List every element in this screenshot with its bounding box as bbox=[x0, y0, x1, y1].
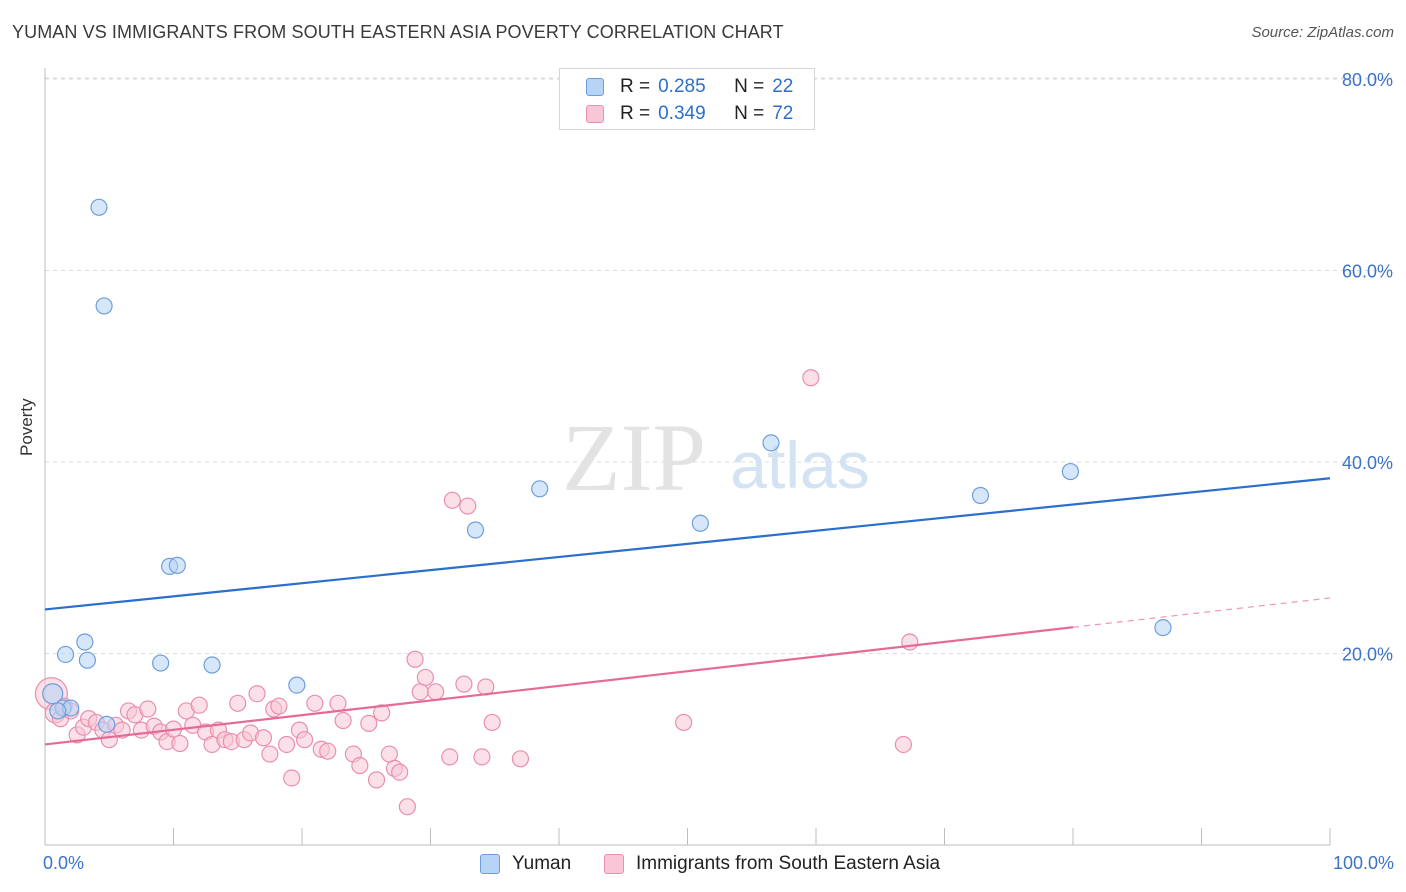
point-sea-37 bbox=[270, 697, 288, 715]
chart-source: Source: ZipAtlas.com bbox=[1251, 24, 1394, 41]
y-tick-label-20: 20.0% bbox=[1342, 645, 1393, 665]
point-sea-41 bbox=[295, 731, 314, 749]
point-sea-56 bbox=[406, 650, 424, 668]
point-sea-58 bbox=[416, 668, 434, 687]
point-yuman-14 bbox=[466, 521, 485, 539]
legend-r-value: 0.285 bbox=[658, 76, 706, 97]
legend-n-label: N = bbox=[734, 103, 765, 124]
legend-r-label: R = bbox=[620, 103, 651, 124]
y-tick-label-80: 80.0% bbox=[1342, 70, 1393, 90]
legend-n-value: 22 bbox=[772, 76, 794, 97]
point-sea-49 bbox=[360, 714, 378, 732]
point-yuman-13 bbox=[288, 676, 306, 694]
stats-legend: R = 0.285 N = 22 R = 0.349 N = 72 bbox=[559, 68, 815, 130]
y-tick-label-40: 40.0% bbox=[1342, 453, 1393, 473]
point-sea-50 bbox=[367, 771, 386, 789]
legend-n-value: 72 bbox=[772, 103, 794, 124]
point-yuman-4 bbox=[76, 633, 94, 651]
point-yuman-6 bbox=[90, 198, 108, 216]
point-sea-62 bbox=[455, 675, 473, 693]
point-sea-24 bbox=[190, 696, 208, 714]
tick-label-layer: 20.0% 40.0% 60.0% 80.0% 0.0% 100.0% bbox=[43, 70, 1394, 873]
point-sea-57 bbox=[411, 683, 429, 701]
point-yuman-17 bbox=[762, 434, 780, 452]
bottom-legend-swatch-yuman bbox=[480, 854, 500, 874]
legend-n-label: N = bbox=[734, 76, 765, 97]
point-sea-54 bbox=[391, 763, 409, 781]
y-tick-label-60: 60.0% bbox=[1342, 262, 1393, 282]
point-sea-60 bbox=[441, 748, 459, 766]
point-sea-67 bbox=[511, 750, 530, 768]
point-yuman-16 bbox=[691, 514, 709, 532]
legend-r-value: 0.349 bbox=[658, 103, 706, 124]
legend-row-sea: R = 0.349 N = 72 bbox=[586, 102, 794, 126]
point-sea-64 bbox=[473, 748, 491, 766]
point-sea-52 bbox=[380, 745, 398, 763]
watermark: ZIP atlas bbox=[562, 404, 870, 511]
point-sea-21 bbox=[171, 734, 189, 753]
point-sea-33 bbox=[248, 685, 266, 703]
point-sea-39 bbox=[283, 769, 301, 787]
point-sea-38 bbox=[277, 735, 296, 754]
point-sea-34 bbox=[254, 729, 273, 747]
axis-layer bbox=[44, 68, 1331, 846]
point-yuman-19 bbox=[1061, 462, 1080, 481]
point-sea-61 bbox=[443, 491, 461, 509]
point-sea-70 bbox=[894, 735, 912, 754]
point-sea-66 bbox=[483, 713, 501, 732]
chart-title: YUMAN VS IMMIGRANTS FROM SOUTH EASTERN A… bbox=[12, 22, 784, 42]
y-axis-label: Poverty bbox=[17, 398, 36, 456]
point-sea-46 bbox=[334, 711, 352, 730]
bottom-legend-label-yuman: Yuman bbox=[512, 853, 572, 874]
point-sea-68 bbox=[675, 713, 693, 732]
point-sea-12 bbox=[113, 721, 131, 739]
point-sea-51 bbox=[373, 704, 391, 722]
legend-swatch-sea bbox=[586, 105, 604, 123]
bottom-legend-yuman: Yuman bbox=[480, 851, 571, 877]
trend-line-sea-extension bbox=[1072, 597, 1331, 628]
point-yuman-5 bbox=[78, 651, 97, 669]
trend-line-yuman bbox=[44, 477, 1331, 611]
point-yuman-9 bbox=[152, 654, 170, 672]
legend-swatch-yuman bbox=[586, 78, 604, 96]
point-yuman-8 bbox=[98, 715, 116, 733]
point-sea-44 bbox=[319, 742, 337, 760]
point-sea-16 bbox=[139, 700, 157, 718]
bottom-legend-label-sea: Immigrants from South Eastern Asia bbox=[636, 853, 941, 874]
point-sea-59 bbox=[427, 683, 445, 701]
point-yuman-21 bbox=[49, 702, 67, 720]
legend-r-label: R = bbox=[620, 76, 651, 97]
point-yuman-12 bbox=[203, 656, 221, 674]
point-sea-48 bbox=[351, 756, 369, 775]
point-yuman-20 bbox=[1154, 619, 1172, 637]
x-tick-label-min: 0.0% bbox=[43, 853, 84, 873]
point-yuman-18 bbox=[971, 486, 990, 505]
point-sea-30 bbox=[229, 694, 247, 712]
bottom-legend-swatch-sea bbox=[604, 854, 624, 874]
trend-line-sea bbox=[44, 626, 1074, 746]
point-yuman-2 bbox=[56, 645, 75, 664]
x-tick-label-max: 100.0% bbox=[1333, 853, 1394, 873]
trend-layer bbox=[44, 477, 1331, 746]
watermark-zip: ZIP bbox=[562, 404, 706, 511]
point-sea-63 bbox=[459, 497, 477, 515]
point-yuman-11 bbox=[168, 556, 186, 575]
point-sea-69 bbox=[802, 369, 820, 387]
point-yuman-7 bbox=[95, 297, 113, 315]
point-sea-45 bbox=[329, 694, 347, 712]
point-sea-55 bbox=[398, 798, 416, 816]
point-yuman-0 bbox=[42, 683, 64, 705]
legend-row-yuman: R = 0.285 N = 22 bbox=[586, 75, 794, 99]
point-sea-35 bbox=[261, 745, 279, 763]
watermark-atlas: atlas bbox=[730, 428, 869, 502]
point-yuman-15 bbox=[531, 480, 549, 498]
point-sea-42 bbox=[306, 694, 324, 712]
grid-layer bbox=[45, 77, 1392, 654]
bottom-legend-sea: Immigrants from South Eastern Asia bbox=[604, 851, 940, 877]
